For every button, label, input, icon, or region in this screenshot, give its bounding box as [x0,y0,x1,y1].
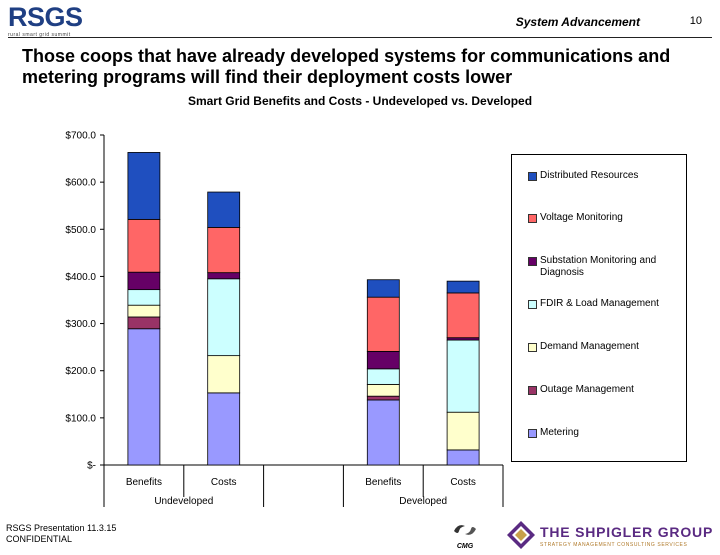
legend-swatch [528,172,537,181]
y-tick-label: $700.0 [65,131,96,142]
bar-segment [446,339,480,413]
legend-swatch [528,214,537,223]
bar-segment [366,383,400,397]
y-tick-label: $400.0 [65,272,96,283]
bar-segment [446,449,480,466]
bar-segment [207,191,241,228]
bar-segment [446,292,480,339]
bar-segment [127,289,161,306]
legend-swatch [528,386,537,395]
bar-segment [207,278,241,357]
legend-label: Distributed Resources [540,170,639,181]
y-tick-label: $500.0 [65,225,96,236]
logo-subtitle: rural smart grid summit [8,32,71,38]
chart-title: Smart Grid Benefits and Costs - Undevelo… [187,94,533,108]
y-tick-label: $300.0 [65,319,96,330]
y-tick-label: $100.0 [65,413,96,424]
bar-segment [207,226,241,274]
shpigler-name: THE SHPIGLER GROUP [540,524,714,540]
bar-segment [366,296,400,352]
bar-segment [446,411,480,451]
bar-segment [366,368,400,385]
legend-label: Substation Monitoring and Diagnosis [540,255,657,278]
legend-swatch [528,300,537,309]
bar-segment [207,355,241,394]
group-label: Undeveloped [154,496,213,507]
logo-text: RSGS [8,2,83,32]
legend-swatch [528,257,537,266]
bar-segment [366,399,400,466]
bar-segment [127,316,161,330]
shpigler-logo: THE SHPIGLER GROUP STRATEGY MANAGEMENT C… [506,520,712,555]
y-tick-label: $- [87,461,96,472]
bar-segment [366,395,400,401]
y-tick-label: $600.0 [65,178,96,189]
shpigler-diamond-icon [507,521,535,549]
bar-segment [127,218,161,273]
chart-legend: Distributed Resources Voltage Monitoring S… [511,154,687,462]
legend-swatch [528,429,537,438]
section-title: System Advancement [515,15,640,29]
bar-segment [127,304,161,318]
category-label: Costs [450,477,476,488]
header-divider [8,37,712,38]
bar-segment [366,350,400,370]
category-label: Benefits [126,477,162,488]
legend-swatch [528,343,537,352]
bar-segment [366,279,400,298]
category-label: Costs [211,477,237,488]
rsgs-logo: RSGS rural smart grid summit [8,2,83,39]
legend-label: Demand Management [540,341,639,352]
y-tick-label: $200.0 [65,366,96,377]
legend-label: Outage Management [540,384,634,395]
legend-label: FDIR & Load Management [540,298,659,309]
group-label: Developed [399,496,447,507]
shpigler-tagline: STRATEGY MANAGEMENT CONSULTING SERVICES [540,542,688,548]
cmg-logo-icon [454,525,476,535]
bar-segment [127,271,161,291]
legend-label: Metering [540,427,579,438]
bar-segment [207,272,241,280]
cmg-logo: CMG [450,522,480,550]
footer: RSGS Presentation 11.3.15 CONFIDENTIAL [6,523,116,545]
bar-segment [127,152,161,220]
cmg-text: CMG [456,543,474,550]
category-label: Benefits [365,477,401,488]
legend-label: Voltage Monitoring [540,212,623,223]
bar-segment [127,328,161,466]
headline: Those coops that have already developed … [22,46,671,87]
footer-presentation: RSGS Presentation 11.3.15 [6,523,117,533]
bar-segment [446,280,480,294]
footer-confidential: CONFIDENTIAL [6,534,73,544]
page-number: 10 [689,15,702,27]
bar-segment [207,392,241,466]
